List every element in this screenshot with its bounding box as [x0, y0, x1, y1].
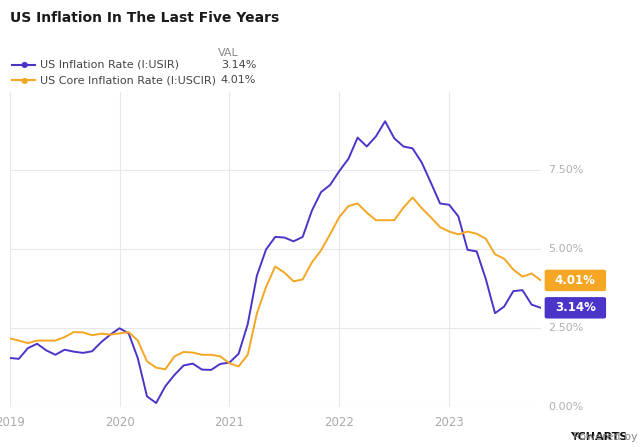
Text: YCHARTS: YCHARTS — [570, 432, 627, 442]
Text: 4.01%: 4.01% — [555, 274, 596, 287]
Text: ●: ● — [20, 76, 28, 85]
Text: US Inflation In The Last Five Years: US Inflation In The Last Five Years — [10, 11, 279, 25]
Text: 2022: 2022 — [324, 416, 355, 429]
Text: 3.14%: 3.14% — [555, 301, 596, 314]
Text: 2019: 2019 — [0, 416, 24, 429]
Text: 2020: 2020 — [104, 416, 134, 429]
Text: 2.50%: 2.50% — [548, 323, 583, 333]
Text: 3.14%: 3.14% — [221, 60, 256, 70]
Text: 4.01%: 4.01% — [221, 76, 256, 85]
Text: VAL: VAL — [218, 48, 238, 58]
Text: 2021: 2021 — [214, 416, 244, 429]
Text: 2023: 2023 — [435, 416, 464, 429]
Text: 7.50%: 7.50% — [548, 165, 583, 175]
Text: 5.00%: 5.00% — [548, 244, 583, 254]
Text: 0.00%: 0.00% — [548, 402, 583, 412]
Text: US Core Inflation Rate (I:USCIR): US Core Inflation Rate (I:USCIR) — [40, 76, 216, 85]
Text: ●: ● — [20, 60, 28, 69]
Text: Powered by: Powered by — [573, 432, 640, 442]
Text: US Inflation Rate (I:USIR): US Inflation Rate (I:USIR) — [40, 60, 179, 70]
